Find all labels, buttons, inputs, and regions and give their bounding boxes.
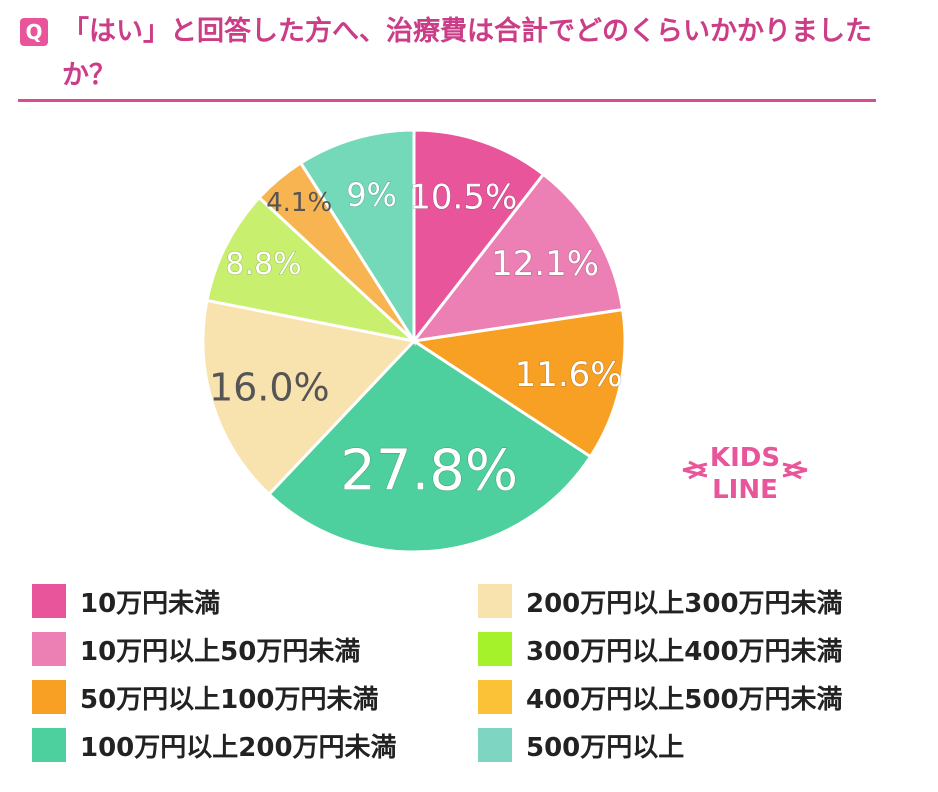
slice-value-label: 9% [346,176,397,214]
pie-slice [266,339,593,554]
pie-slice [298,128,416,347]
slice-value-label: 8.8% [225,247,301,282]
slice-value-label: 10.5% [409,177,517,217]
slice-value-label: 11.6% [515,355,623,395]
pie-slice [412,128,546,346]
pie-slice [201,298,417,497]
pie-slice [410,172,625,344]
slice-value-label: 12.1% [491,244,599,284]
logo-text-1: KIDS [710,443,780,473]
pie-labels: 10.5% 12.1% 11.6% 27.8%16.0% 8.8% 4.1% 9% [209,176,623,504]
pie-slice [205,195,419,344]
slice-value-label: 27.8% [340,438,518,503]
pie-slices [201,128,627,554]
slice-value-label: 4.1% [266,188,332,218]
pie-slice [409,307,627,459]
kids-line-logo-mark: KIDS LINE [682,443,808,505]
logo-text-2: LINE [712,475,778,505]
title-divider [18,99,876,102]
question-badge: Q [20,18,48,46]
slice-value-label: 16.0% [209,365,330,409]
kids-line-logo: KIDS LINE [675,430,815,510]
question-title: 「はい」と回答した方へ、治療費は合計でどのくらいかかりましたか？ [62,16,872,91]
